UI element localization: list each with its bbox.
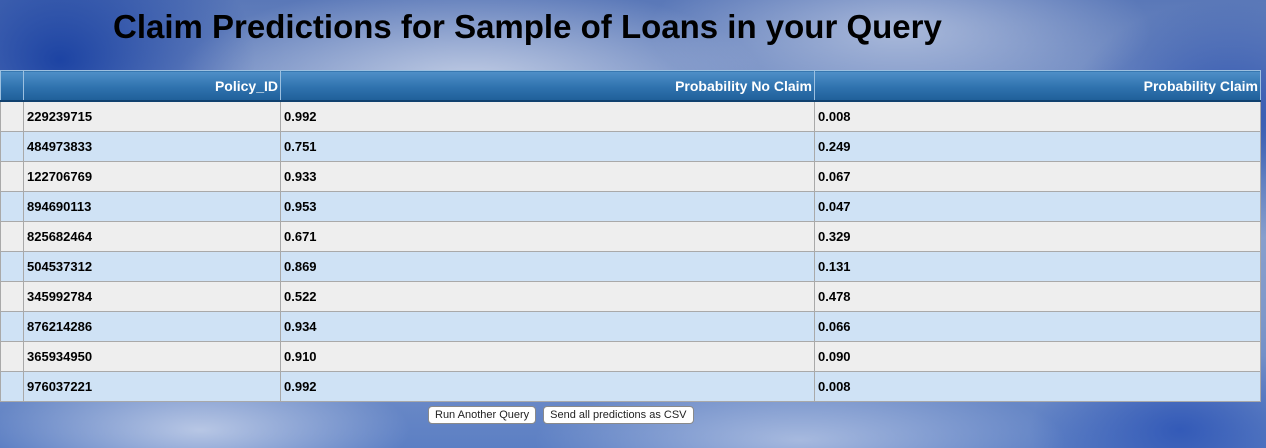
row-index-cell xyxy=(0,281,24,312)
policy-id-cell: 876214286 xyxy=(23,311,281,342)
policy-id-cell: 976037221 xyxy=(23,371,281,402)
policy-id-cell: 229239715 xyxy=(23,100,281,132)
table-row: 894690113 0.953 0.047 xyxy=(0,191,1261,222)
probability-no-claim-cell: 0.933 xyxy=(280,161,815,192)
row-index-cell xyxy=(0,341,24,372)
probability-no-claim-cell: 0.953 xyxy=(280,191,815,222)
run-another-query-button[interactable]: Run Another Query xyxy=(428,406,537,424)
table-row: 484973833 0.751 0.249 xyxy=(0,131,1261,162)
table-row: 825682464 0.671 0.329 xyxy=(0,221,1261,252)
row-index-cell xyxy=(0,100,24,132)
policy-id-cell: 825682464 xyxy=(23,221,281,252)
probability-claim-cell: 0.008 xyxy=(814,100,1261,132)
page-title: Claim Predictions for Sample of Loans in… xyxy=(113,8,942,45)
probability-claim-cell: 0.008 xyxy=(814,371,1261,402)
action-buttons: Run Another Query Send all predictions a… xyxy=(428,406,694,424)
row-index-cell xyxy=(0,131,24,162)
row-index-cell xyxy=(0,251,24,282)
probability-no-claim-cell: 0.934 xyxy=(280,311,815,342)
row-index-cell xyxy=(0,371,24,402)
column-header-index[interactable] xyxy=(0,70,24,102)
probability-no-claim-cell: 0.522 xyxy=(280,281,815,312)
table-row: 876214286 0.934 0.066 xyxy=(0,311,1261,342)
predictions-table-container: Policy_ID Probability No Claim Probabili… xyxy=(0,70,1261,402)
probability-no-claim-cell: 0.992 xyxy=(280,100,815,132)
policy-id-cell: 345992784 xyxy=(23,281,281,312)
probability-no-claim-cell: 0.910 xyxy=(280,341,815,372)
table-row: 229239715 0.992 0.008 xyxy=(0,100,1261,132)
row-index-cell xyxy=(0,191,24,222)
row-index-cell xyxy=(0,311,24,342)
table-row: 504537312 0.869 0.131 xyxy=(0,251,1261,282)
send-csv-button[interactable]: Send all predictions as CSV xyxy=(543,406,694,424)
probability-claim-cell: 0.090 xyxy=(814,341,1261,372)
probability-no-claim-cell: 0.992 xyxy=(280,371,815,402)
probability-claim-cell: 0.131 xyxy=(814,251,1261,282)
probability-claim-cell: 0.067 xyxy=(814,161,1261,192)
table-header-row: Policy_ID Probability No Claim Probabili… xyxy=(0,70,1261,102)
predictions-table: Policy_ID Probability No Claim Probabili… xyxy=(0,70,1261,402)
probability-claim-cell: 0.066 xyxy=(814,311,1261,342)
probability-no-claim-cell: 0.869 xyxy=(280,251,815,282)
probability-claim-cell: 0.478 xyxy=(814,281,1261,312)
column-header-probability-claim[interactable]: Probability Claim xyxy=(814,70,1261,102)
table-row: 122706769 0.933 0.067 xyxy=(0,161,1261,192)
table-row: 345992784 0.522 0.478 xyxy=(0,281,1261,312)
probability-no-claim-cell: 0.751 xyxy=(280,131,815,162)
policy-id-cell: 484973833 xyxy=(23,131,281,162)
table-row: 365934950 0.910 0.090 xyxy=(0,341,1261,372)
policy-id-cell: 122706769 xyxy=(23,161,281,192)
column-header-policy-id[interactable]: Policy_ID xyxy=(23,70,281,102)
table-body: 229239715 0.992 0.008 484973833 0.751 0.249 12… xyxy=(0,100,1261,402)
row-index-cell xyxy=(0,161,24,192)
policy-id-cell: 365934950 xyxy=(23,341,281,372)
policy-id-cell: 894690113 xyxy=(23,191,281,222)
probability-claim-cell: 0.047 xyxy=(814,191,1261,222)
table-row: 976037221 0.992 0.008 xyxy=(0,371,1261,402)
column-header-probability-no-claim[interactable]: Probability No Claim xyxy=(280,70,815,102)
probability-claim-cell: 0.329 xyxy=(814,221,1261,252)
policy-id-cell: 504537312 xyxy=(23,251,281,282)
probability-no-claim-cell: 0.671 xyxy=(280,221,815,252)
row-index-cell xyxy=(0,221,24,252)
probability-claim-cell: 0.249 xyxy=(814,131,1261,162)
